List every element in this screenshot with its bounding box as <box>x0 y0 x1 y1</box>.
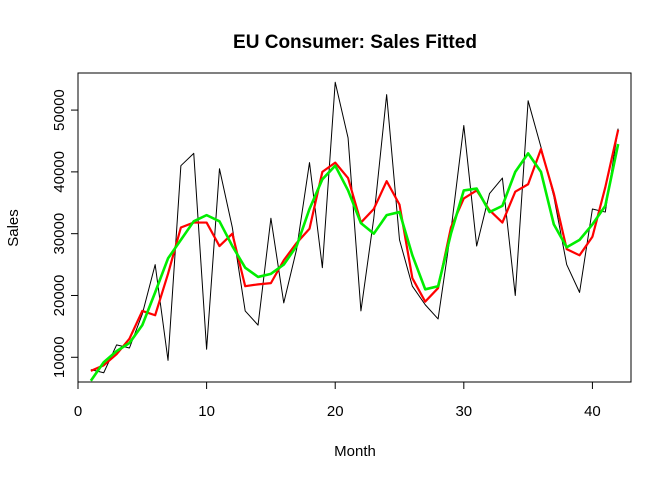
y-axis: 10000 20000 30000 40000 50000 <box>51 89 79 378</box>
y-tick-label: 30000 <box>51 213 68 255</box>
y-tick-label: 20000 <box>51 275 68 317</box>
series-line-0 <box>90 81 619 374</box>
x-tick-label: 40 <box>584 403 601 420</box>
series-line-2 <box>89 143 620 382</box>
y-axis-label: Sales <box>5 209 22 247</box>
x-tick-label: 10 <box>198 403 215 420</box>
x-tick-label: 0 <box>74 403 82 420</box>
chart-title: EU Consumer: Sales Fitted <box>233 32 477 53</box>
y-tick-label: 40000 <box>51 151 68 193</box>
x-axis-label: Month <box>334 443 376 460</box>
x-axis: 0 10 20 30 40 <box>74 381 601 420</box>
y-tick-label: 10000 <box>51 336 68 378</box>
series-line-1 <box>90 129 620 372</box>
y-tick-label: 50000 <box>51 89 68 131</box>
x-tick-label: 30 <box>455 403 472 420</box>
x-tick-label: 20 <box>327 403 344 420</box>
series-layer <box>89 81 620 382</box>
